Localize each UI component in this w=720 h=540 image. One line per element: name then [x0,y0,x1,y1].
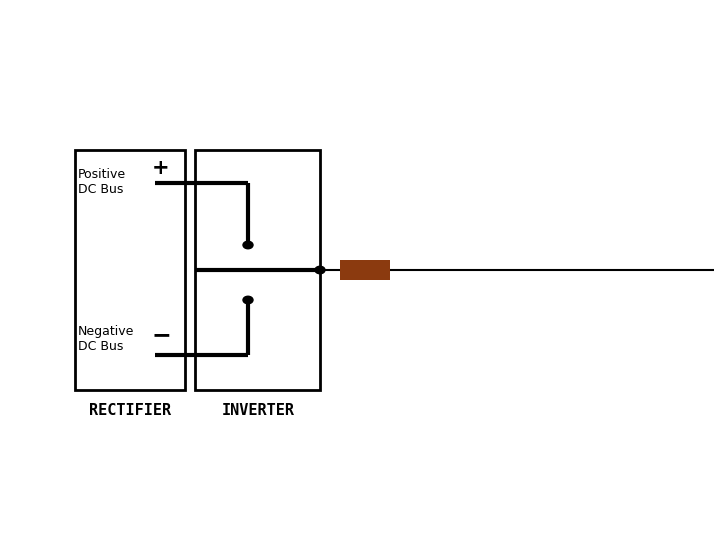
Text: Positive
DC Bus: Positive DC Bus [78,168,126,196]
Bar [195,150,320,390]
Text: −: − [152,323,172,347]
Text: INVERTER: INVERTER [222,403,294,418]
Circle shape [243,296,253,303]
Text: +: + [152,158,170,178]
Bar [75,150,185,390]
Text: Negative
DC Bus: Negative DC Bus [78,325,135,353]
Bar [340,260,390,280]
Circle shape [243,241,253,249]
Text: RECTIFIER: RECTIFIER [89,403,171,418]
Circle shape [315,266,325,274]
